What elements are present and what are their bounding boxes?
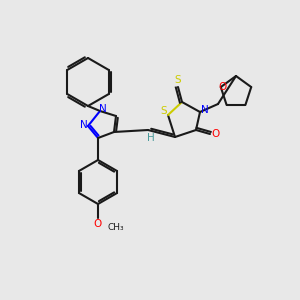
Text: S: S — [175, 75, 181, 85]
Text: N: N — [201, 105, 209, 115]
Text: H: H — [147, 133, 155, 143]
Text: N: N — [80, 120, 88, 130]
Text: O: O — [211, 129, 219, 139]
Text: CH₃: CH₃ — [107, 223, 124, 232]
Text: S: S — [161, 106, 167, 116]
Text: O: O — [219, 82, 227, 92]
Text: O: O — [94, 219, 102, 229]
Text: N: N — [99, 104, 107, 114]
